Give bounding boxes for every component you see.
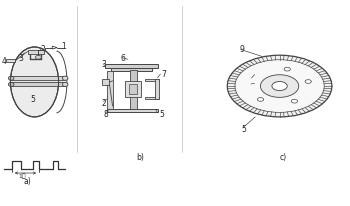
Bar xyxy=(6,59,15,63)
Polygon shape xyxy=(11,81,65,83)
Text: 10: 10 xyxy=(255,70,265,79)
Text: 1: 1 xyxy=(62,42,66,51)
Text: 7: 7 xyxy=(161,70,166,79)
Text: 4: 4 xyxy=(2,57,7,66)
Text: 1转: 1转 xyxy=(19,173,27,178)
Ellipse shape xyxy=(8,77,14,81)
Text: 8: 8 xyxy=(104,110,108,118)
Text: 3: 3 xyxy=(102,60,107,69)
Text: 5: 5 xyxy=(241,125,246,134)
Text: 5: 5 xyxy=(30,95,35,104)
Bar xyxy=(145,98,159,100)
Polygon shape xyxy=(11,77,65,81)
Text: +: + xyxy=(8,59,12,64)
Circle shape xyxy=(227,56,332,117)
Bar xyxy=(107,71,113,109)
Ellipse shape xyxy=(10,48,58,117)
Ellipse shape xyxy=(8,83,14,87)
Ellipse shape xyxy=(62,83,68,87)
Text: 5: 5 xyxy=(159,110,164,118)
Text: 2: 2 xyxy=(102,98,106,107)
Text: 3: 3 xyxy=(18,54,23,62)
Circle shape xyxy=(291,100,298,104)
Bar xyxy=(129,85,137,95)
Bar xyxy=(126,82,141,98)
Text: b): b) xyxy=(136,153,145,162)
Bar xyxy=(130,70,136,109)
Circle shape xyxy=(272,82,287,91)
Circle shape xyxy=(305,80,312,84)
Bar xyxy=(111,68,152,71)
Text: 9: 9 xyxy=(239,45,244,54)
Text: 11: 11 xyxy=(255,80,265,89)
Text: 2: 2 xyxy=(40,45,45,54)
Ellipse shape xyxy=(62,77,68,81)
Bar xyxy=(107,109,158,112)
Text: 6: 6 xyxy=(121,54,126,62)
Circle shape xyxy=(284,68,290,72)
Text: a): a) xyxy=(23,176,31,185)
Circle shape xyxy=(257,98,264,102)
Circle shape xyxy=(35,56,42,60)
Circle shape xyxy=(235,60,324,113)
Polygon shape xyxy=(11,83,65,87)
Bar xyxy=(102,80,110,86)
Text: c): c) xyxy=(280,152,287,161)
Bar xyxy=(28,51,43,55)
Circle shape xyxy=(260,75,299,98)
Bar xyxy=(105,65,158,68)
Bar xyxy=(155,80,159,100)
Bar xyxy=(145,80,159,82)
